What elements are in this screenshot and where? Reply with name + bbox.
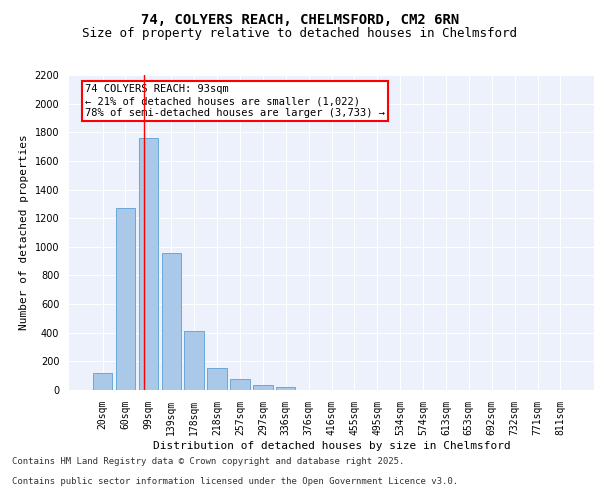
Bar (230, 380, 250, 390)
Text: 74 COLYERS REACH: 93sqm
← 21% of detached houses are smaller (1,022)
78% of semi: 74 COLYERS REACH: 93sqm ← 21% of detache… (85, 84, 385, 117)
Text: 74, COLYERS REACH, CHELMSFORD, CM2 6RN: 74, COLYERS REACH, CHELMSFORD, CM2 6RN (141, 12, 459, 26)
Bar (116, 208, 135, 390)
Y-axis label: Number of detached properties: Number of detached properties (19, 134, 29, 330)
Bar (208, 368, 227, 390)
X-axis label: Distribution of detached houses by size in Chelmsford: Distribution of detached houses by size … (152, 440, 511, 450)
Bar (93, 373, 112, 390)
Bar (161, 252, 181, 390)
Text: Size of property relative to detached houses in Chelmsford: Size of property relative to detached ho… (83, 28, 517, 40)
Bar (139, 138, 158, 390)
Text: Contains HM Land Registry data © Crown copyright and database right 2025.: Contains HM Land Registry data © Crown c… (12, 458, 404, 466)
Bar (276, 387, 295, 390)
Text: Contains public sector information licensed under the Open Government Licence v3: Contains public sector information licen… (12, 478, 458, 486)
Bar (253, 385, 272, 390)
Bar (184, 330, 204, 390)
